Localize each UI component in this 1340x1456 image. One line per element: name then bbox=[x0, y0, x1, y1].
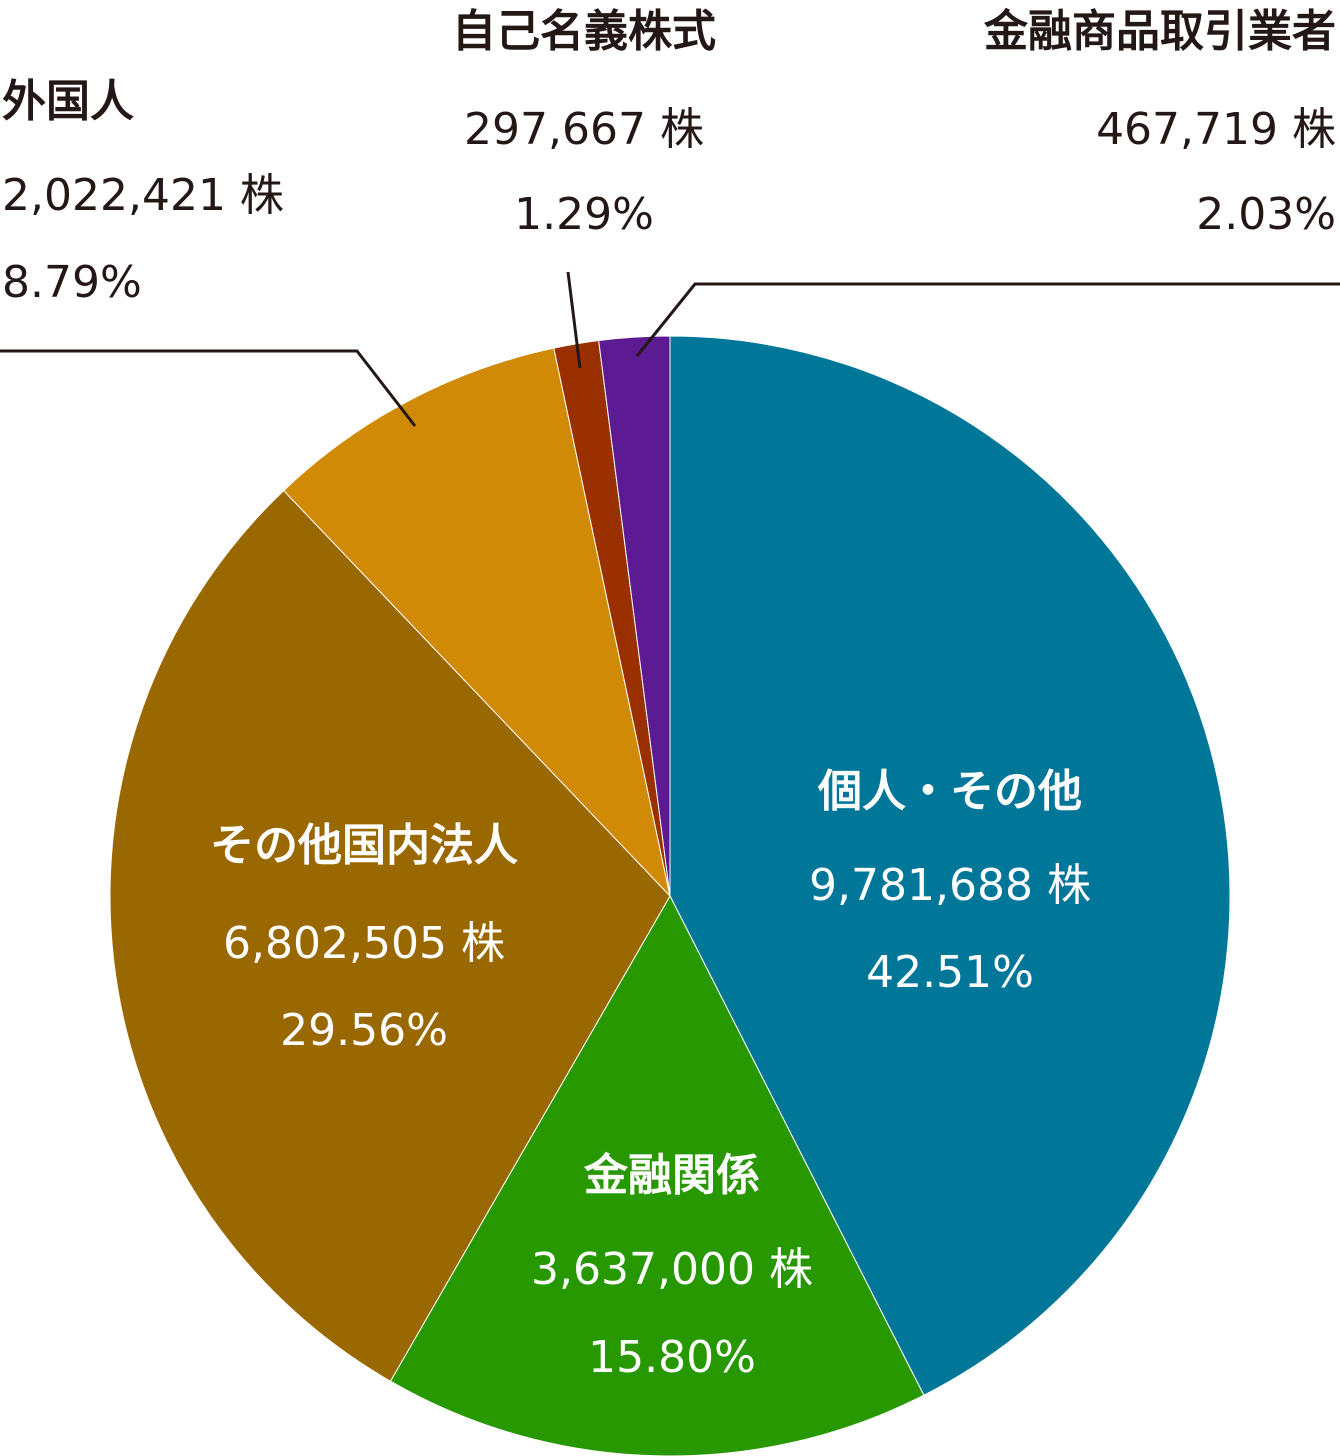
slice-name: 自己名義株式 bbox=[452, 6, 716, 57]
leader-line-foreign bbox=[0, 349, 417, 427]
slice-value: 3,637,000 株 bbox=[531, 1244, 813, 1295]
slice-value: 2,022,421 株 bbox=[2, 170, 284, 221]
pie-slice-foreign bbox=[282, 347, 671, 898]
slice-percent: 29.56% bbox=[280, 1005, 448, 1056]
slice-label-other-domestic-corporations: その他国内法人 6,802,505 株 29.56% bbox=[210, 820, 518, 1056]
slice-value: 467,719 株 bbox=[1096, 104, 1336, 155]
slice-label-securities-firms: 金融商品取引業者 467,719 株 2.03% bbox=[983, 6, 1336, 240]
slice-percent: 1.29% bbox=[514, 189, 654, 240]
leader-lines bbox=[0, 271, 1340, 427]
slice-percent: 2.03% bbox=[1196, 189, 1336, 240]
slice-percent: 8.79% bbox=[2, 257, 142, 308]
slice-label-treasury-stock: 自己名義株式 297,667 株 1.29% bbox=[452, 6, 716, 240]
pie-slice-individuals bbox=[669, 335, 1231, 1396]
slice-percent: 42.51% bbox=[866, 947, 1034, 998]
slice-percent: 15.80% bbox=[588, 1332, 756, 1383]
slice-name: 外国人 bbox=[2, 76, 134, 127]
slice-label-foreign: 外国人 2,022,421 株 8.79% bbox=[2, 76, 284, 308]
pie-slices bbox=[109, 335, 1231, 1456]
leader-line-securities-firms bbox=[635, 282, 1340, 357]
slice-label-individuals: 個人・その他 9,781,688 株 42.51% bbox=[809, 766, 1091, 998]
pie-slice-securities-firms bbox=[598, 335, 671, 897]
slice-name: 金融関係 bbox=[583, 1150, 760, 1201]
slice-name: 金融商品取引業者 bbox=[983, 6, 1336, 57]
slice-name: 個人・その他 bbox=[817, 766, 1082, 817]
pie-slice-other-domestic-corporations bbox=[109, 489, 671, 1382]
slice-value: 9,781,688 株 bbox=[809, 860, 1091, 911]
slice-name: その他国内法人 bbox=[210, 820, 518, 871]
leader-line-treasury-stock bbox=[566, 271, 582, 369]
slice-label-financial-institutions: 金融関係 3,637,000 株 15.80% bbox=[531, 1150, 813, 1383]
slice-value: 6,802,505 株 bbox=[223, 918, 505, 969]
slice-value: 297,667 株 bbox=[464, 104, 704, 155]
